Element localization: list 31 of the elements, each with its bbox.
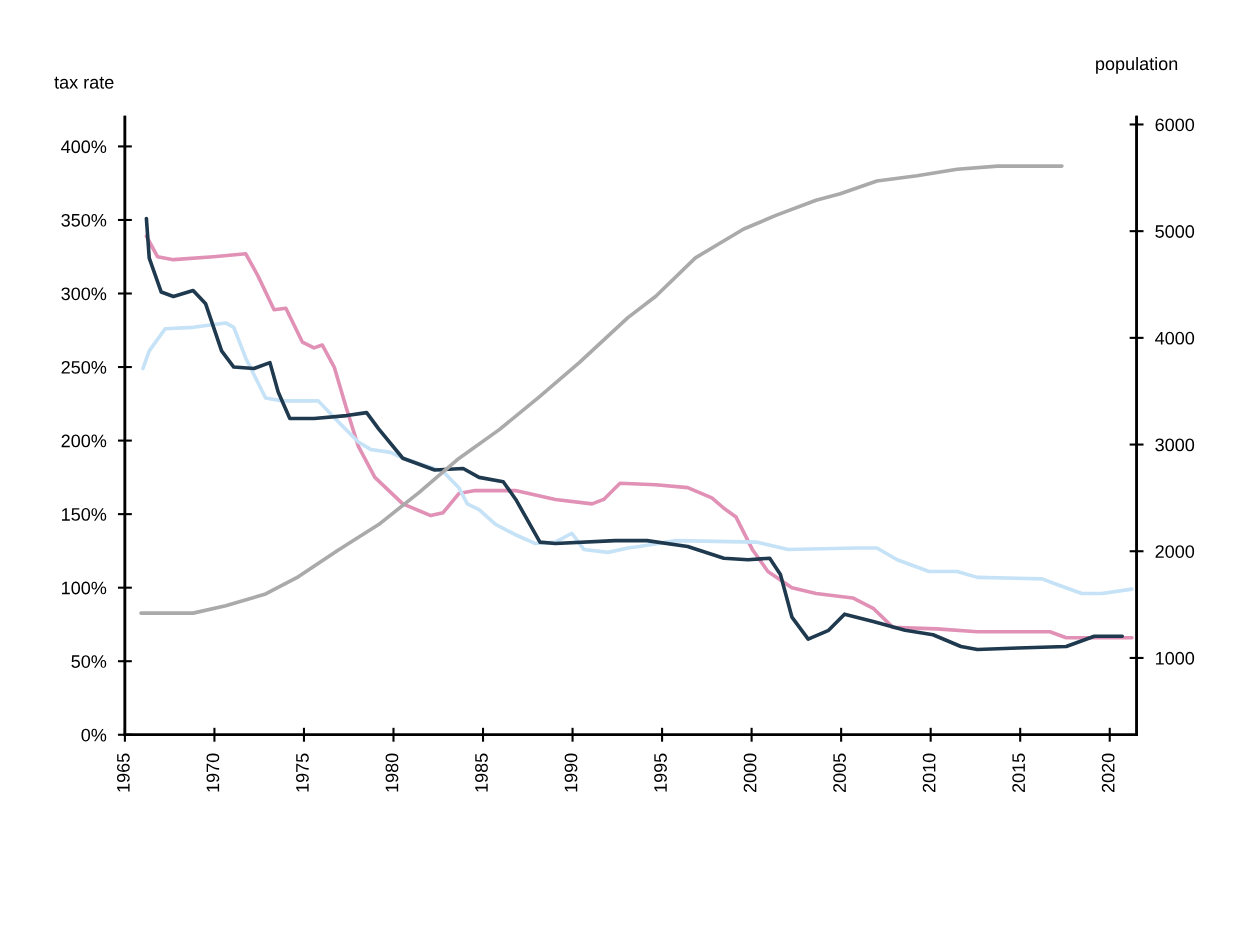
y2-tick-label: 2000 bbox=[1155, 545, 1195, 558]
y-tick-label: 100% bbox=[62, 581, 107, 595]
y-tick-label: 300% bbox=[61, 287, 107, 301]
line-series bbox=[141, 321, 1134, 596]
x-tick-label: 2020 bbox=[1101, 753, 1115, 793]
y2-axis-title: population bbox=[1096, 56, 1178, 74]
y2-tick-label: 4000 bbox=[1155, 331, 1195, 345]
x-tick-label: 1990 bbox=[564, 753, 578, 792]
line-series bbox=[139, 164, 1064, 615]
y-tick-label: 50% bbox=[71, 655, 107, 668]
x-tick-label: 2000 bbox=[743, 753, 757, 793]
x-tick-label: 1985 bbox=[475, 753, 488, 792]
y2-tick-label: 3000 bbox=[1155, 438, 1195, 452]
x-tick-label: 2005 bbox=[833, 753, 846, 793]
x-tick-label: 1995 bbox=[654, 753, 667, 792]
y-tick-label: 0% bbox=[81, 728, 107, 742]
x-tick-label: 1980 bbox=[385, 753, 399, 792]
y2-tick-label: 5000 bbox=[1155, 225, 1195, 238]
y-tick-label: 200% bbox=[61, 434, 107, 448]
y2-tick-label: 1000 bbox=[1156, 651, 1195, 665]
y2-tick-label: 6000 bbox=[1155, 118, 1195, 132]
x-tick-label: 2015 bbox=[1012, 753, 1026, 793]
x-tick-label: 1975 bbox=[296, 753, 309, 792]
y-tick-label: 400% bbox=[61, 140, 107, 154]
x-tick-label: 1965 bbox=[116, 753, 130, 792]
y-axis-title: tax rate bbox=[54, 76, 114, 89]
y-tick-label: 250% bbox=[61, 360, 107, 374]
y-tick-label: 350% bbox=[61, 213, 107, 227]
y-tick-label: 150% bbox=[62, 508, 107, 521]
x-tick-label: 1970 bbox=[206, 753, 220, 792]
x-tick-label: 2010 bbox=[922, 753, 936, 793]
